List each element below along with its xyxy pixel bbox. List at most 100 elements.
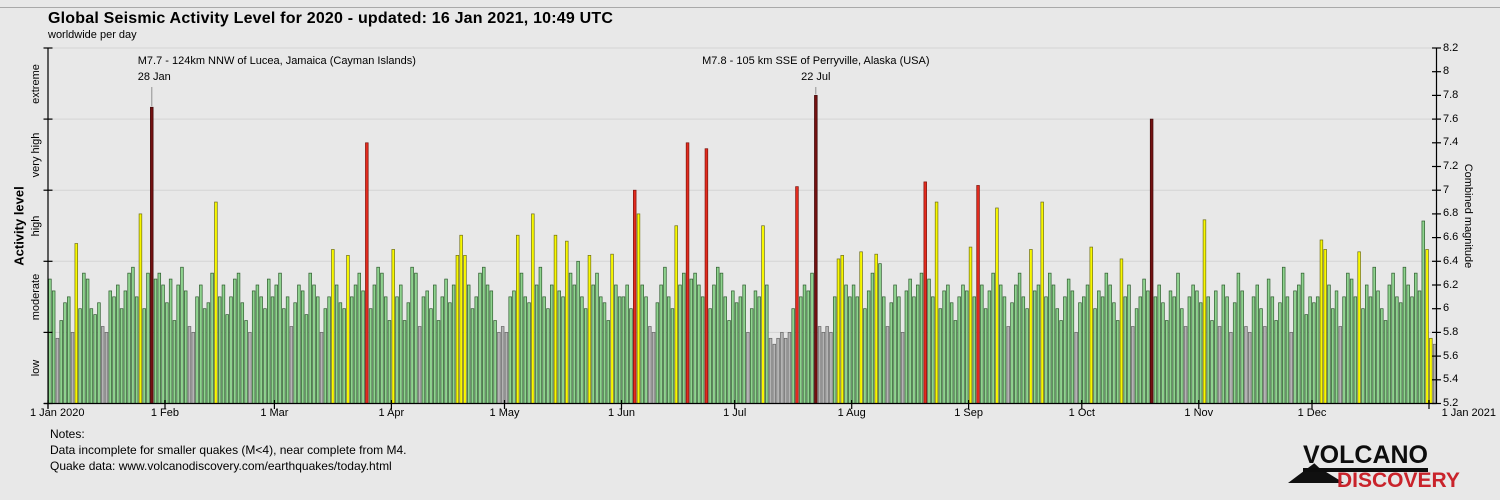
- day-bar: [210, 272, 214, 404]
- day-bar: [165, 302, 169, 404]
- day-bar: [893, 284, 897, 404]
- day-bar: [663, 266, 667, 404]
- day-bar: [97, 302, 101, 404]
- day-bar: [1044, 296, 1048, 404]
- day-bar: [565, 240, 569, 404]
- day-bar: [538, 266, 543, 404]
- day-bar: [225, 314, 229, 404]
- day-bar: [1293, 290, 1297, 404]
- day-bar: [78, 308, 82, 404]
- day-bar: [1289, 332, 1293, 404]
- day-bar: [1010, 302, 1014, 404]
- day-bar: [1180, 308, 1184, 404]
- day-bar: [1097, 290, 1101, 404]
- day-bar: [1372, 266, 1376, 404]
- day-bar: [1217, 326, 1222, 404]
- day-bar: [599, 296, 603, 404]
- day-bar: [429, 308, 433, 404]
- x-axis-label: 1 Jun: [608, 407, 635, 419]
- notes-block: Notes: Data incomplete for smaller quake…: [50, 426, 406, 474]
- day-bar: [1085, 284, 1090, 404]
- day-bar: [1255, 284, 1259, 404]
- x-axis-label: 1 Oct: [1068, 407, 1095, 419]
- day-bar: [157, 272, 162, 404]
- day-bar: [1078, 302, 1082, 404]
- magnitude-tick-label: 5.2: [1443, 397, 1459, 409]
- day-bar: [259, 296, 263, 404]
- day-bar: [482, 266, 486, 404]
- day-bar: [1297, 284, 1301, 404]
- day-bar: [1346, 272, 1350, 404]
- day-bar: [116, 284, 120, 404]
- day-bar: [836, 258, 841, 404]
- day-bar: [1070, 290, 1075, 404]
- day-bar: [380, 272, 384, 404]
- day-bar: [742, 284, 746, 404]
- day-bar: [1198, 302, 1203, 404]
- day-bar: [1206, 296, 1210, 404]
- day-bar: [1051, 284, 1056, 404]
- day-bar: [791, 308, 795, 404]
- day-bar: [350, 296, 354, 404]
- day-bar: [455, 255, 460, 404]
- day-bar: [1248, 332, 1252, 404]
- day-bar: [991, 272, 995, 404]
- day-bar: [131, 266, 135, 404]
- day-bar: [757, 296, 761, 404]
- notes-line-quake-data-url: Quake data: www.volcanodiscovery.com/ear…: [50, 459, 392, 473]
- quake-annotation-text: M7.7 - 124km NNW of Lucea, Jamaica (Caym…: [137, 55, 416, 67]
- day-bar: [289, 326, 294, 404]
- day-bar: [802, 284, 807, 404]
- day-bar: [172, 320, 177, 404]
- day-bar: [316, 296, 320, 404]
- day-bar: [85, 278, 90, 404]
- day-bar: [451, 284, 456, 404]
- day-bar: [931, 296, 935, 404]
- day-bar: [1093, 308, 1097, 404]
- day-bar: [1032, 290, 1037, 404]
- day-bar: [614, 284, 618, 404]
- day-bar: [1304, 314, 1309, 404]
- day-bar: [399, 284, 403, 404]
- day-bar: [998, 284, 1003, 404]
- day-bar: [508, 296, 512, 404]
- day-bar: [176, 284, 180, 404]
- day-bar: [1225, 296, 1229, 404]
- day-bar: [500, 326, 505, 404]
- logo-volcano-text: VOLCANO: [1303, 443, 1428, 472]
- day-bar: [1006, 326, 1010, 404]
- day-bar: [1232, 302, 1237, 404]
- day-bar: [976, 185, 980, 404]
- day-bar: [1115, 320, 1120, 404]
- day-bar: [1361, 308, 1365, 404]
- day-bar: [1100, 296, 1105, 404]
- day-bar: [595, 272, 599, 404]
- day-bar: [768, 337, 773, 404]
- day-bar: [417, 326, 422, 404]
- day-bar: [1349, 278, 1354, 404]
- day-bar: [629, 308, 633, 404]
- day-bar: [1414, 272, 1418, 404]
- day-bar: [202, 308, 207, 404]
- day-bar: [523, 296, 528, 404]
- day-bar: [67, 296, 71, 404]
- x-axis-label: 1 Sep: [954, 407, 983, 419]
- day-bar: [848, 296, 852, 404]
- day-bar: [1040, 201, 1044, 404]
- day-bar: [1119, 258, 1124, 404]
- day-bar: [308, 272, 312, 404]
- day-bar: [1315, 296, 1320, 404]
- day-bar: [119, 308, 124, 404]
- day-bar: [448, 302, 452, 404]
- day-bar: [957, 296, 961, 404]
- x-axis-label: 1 Nov: [1184, 407, 1214, 419]
- day-bar: [346, 255, 350, 404]
- day-bar: [327, 296, 331, 404]
- day-bar: [150, 106, 154, 404]
- day-bar: [1104, 272, 1109, 404]
- day-bar: [983, 308, 988, 404]
- day-bar: [912, 296, 916, 404]
- day-bar: [470, 308, 475, 404]
- day-bar: [1066, 278, 1071, 404]
- day-bar: [780, 332, 784, 404]
